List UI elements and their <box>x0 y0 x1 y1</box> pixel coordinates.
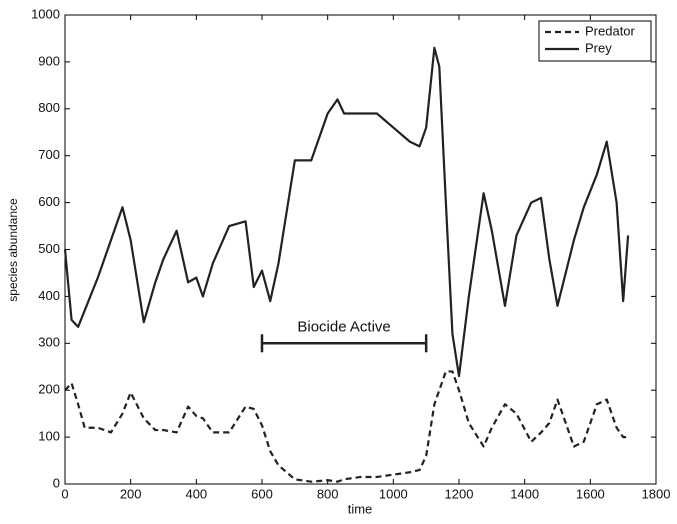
legend-box <box>538 20 652 62</box>
x-tick-label: 1800 <box>642 486 671 501</box>
y-tick-label: 300 <box>38 335 60 350</box>
x-tick-label: 400 <box>185 486 207 501</box>
y-tick-label: 900 <box>38 53 60 68</box>
y-tick-label: 400 <box>38 288 60 303</box>
x-tick-label: 0 <box>61 486 68 501</box>
series-line <box>63 46 630 378</box>
legend-label: Predator <box>585 23 636 38</box>
x-tick-label: 1400 <box>510 486 539 501</box>
plot-frame <box>64 14 657 485</box>
series-line <box>64 370 629 483</box>
legend-label: Prey <box>585 40 612 55</box>
x-axis-label: time <box>348 501 373 516</box>
x-tick-label: 1200 <box>445 486 474 501</box>
y-tick-label: 800 <box>38 100 60 115</box>
y-tick-label: 0 <box>53 475 60 490</box>
x-tick-label: 200 <box>120 486 142 501</box>
x-tick-label: 800 <box>317 486 339 501</box>
x-tick-label: 600 <box>251 486 273 501</box>
x-tick-label: 1600 <box>576 486 605 501</box>
x-tick-label: 1000 <box>379 486 408 501</box>
y-tick-label: 200 <box>38 382 60 397</box>
y-tick-label: 700 <box>38 147 60 162</box>
y-tick-label: 600 <box>38 194 60 209</box>
y-axis-label: species abundance <box>6 198 20 302</box>
y-tick-label: 500 <box>38 241 60 256</box>
annotation-text: Biocide Active <box>297 318 390 335</box>
y-tick-label: 100 <box>38 429 60 444</box>
y-tick-label: 1000 <box>31 6 60 21</box>
